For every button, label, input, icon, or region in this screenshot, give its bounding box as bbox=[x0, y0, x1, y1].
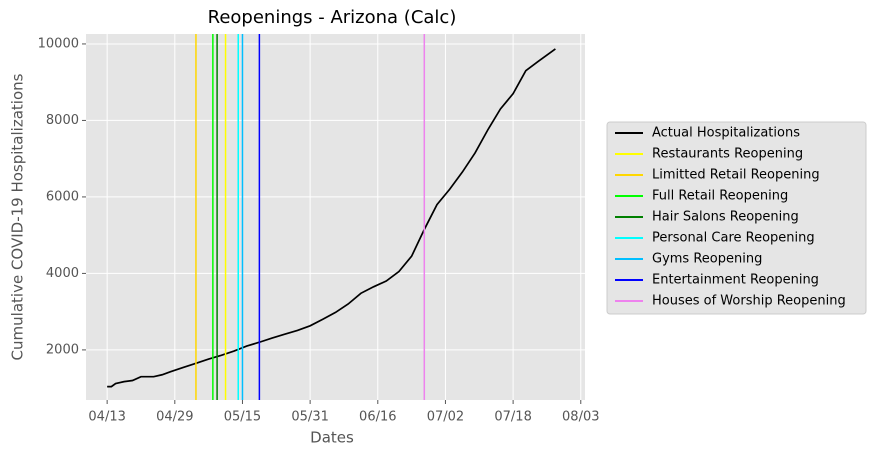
plot-area bbox=[86, 34, 585, 400]
chart-title: Reopenings - Arizona (Calc) bbox=[208, 7, 457, 28]
x-tick-label: 04/29 bbox=[156, 410, 193, 425]
legend-label: Full Retail Reopening bbox=[652, 189, 788, 204]
legend-label: Personal Care Reopening bbox=[652, 231, 815, 246]
x-tick-label: 07/18 bbox=[494, 410, 531, 425]
y-tick-label: 8000 bbox=[46, 113, 79, 128]
legend-label: Actual Hospitalizations bbox=[652, 126, 800, 141]
legend-label: Restaurants Reopening bbox=[652, 147, 803, 162]
x-tick-label: 06/16 bbox=[359, 410, 396, 425]
legend-box bbox=[606, 121, 867, 315]
x-axis-label: Dates bbox=[310, 429, 354, 447]
x-tick-label: 07/02 bbox=[427, 410, 464, 425]
data-line bbox=[107, 48, 556, 388]
x-tick-label: 05/31 bbox=[291, 410, 328, 425]
y-tick-label: 4000 bbox=[46, 266, 79, 281]
y-tick-label: 2000 bbox=[46, 342, 79, 357]
legend-label: Houses of Worship Reopening bbox=[652, 294, 846, 309]
y-tick-label: 6000 bbox=[46, 189, 79, 204]
x-tick-label: 04/13 bbox=[88, 410, 125, 425]
legend-label: Hair Salons Reopening bbox=[652, 210, 799, 225]
y-tick-label: 10000 bbox=[38, 36, 79, 51]
y-axis-label: Cumulative COVID-19 Hospitalizations bbox=[9, 73, 27, 360]
x-tick-label: 05/15 bbox=[224, 410, 261, 425]
legend-label: Gyms Reopening bbox=[652, 252, 762, 267]
legend-label: Limitted Retail Reopening bbox=[652, 168, 820, 183]
legend-label: Entertainment Reopening bbox=[652, 273, 819, 288]
x-tick-label: 08/03 bbox=[562, 410, 599, 425]
